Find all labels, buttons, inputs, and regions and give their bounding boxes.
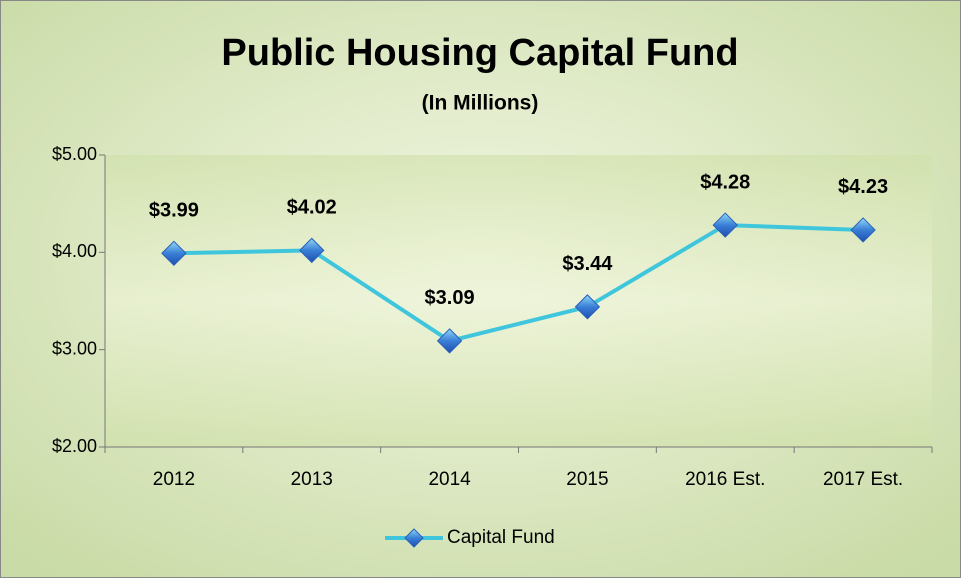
data-label: $3.09 bbox=[425, 287, 475, 309]
y-tick-label: $5.00 bbox=[52, 144, 97, 164]
data-point bbox=[574, 294, 601, 320]
data-label: $4.23 bbox=[838, 176, 888, 198]
y-tick-label: $4.00 bbox=[52, 241, 97, 261]
data-line bbox=[173, 223, 864, 343]
chart-title: Public Housing Capital Fund bbox=[221, 32, 738, 74]
x-tick-label: 2013 bbox=[291, 469, 333, 490]
x-tick-label: 2016 Est. bbox=[685, 469, 765, 490]
data-label: $4.28 bbox=[700, 171, 750, 193]
x-tick-label: 2012 bbox=[153, 469, 195, 490]
data-label: $3.99 bbox=[149, 200, 199, 222]
legend-marker bbox=[404, 528, 424, 548]
data-label: $3.44 bbox=[562, 253, 613, 275]
data-label: $4.02 bbox=[287, 197, 337, 219]
plot-area bbox=[105, 155, 932, 447]
data-point bbox=[850, 217, 876, 243]
chart-subtitle: (In Millions) bbox=[422, 92, 539, 115]
data-point bbox=[436, 328, 463, 354]
y-tick-label: $2.00 bbox=[52, 436, 97, 456]
y-tick-label: $3.00 bbox=[52, 338, 97, 358]
data-point bbox=[712, 212, 738, 238]
legend-label: Capital Fund bbox=[447, 527, 555, 548]
data-point bbox=[161, 240, 187, 267]
x-tick-label: 2014 bbox=[428, 469, 471, 490]
x-tick-label: 2017 Est. bbox=[823, 469, 903, 490]
x-tick-label: 2015 bbox=[566, 469, 608, 490]
data-point bbox=[299, 237, 325, 264]
